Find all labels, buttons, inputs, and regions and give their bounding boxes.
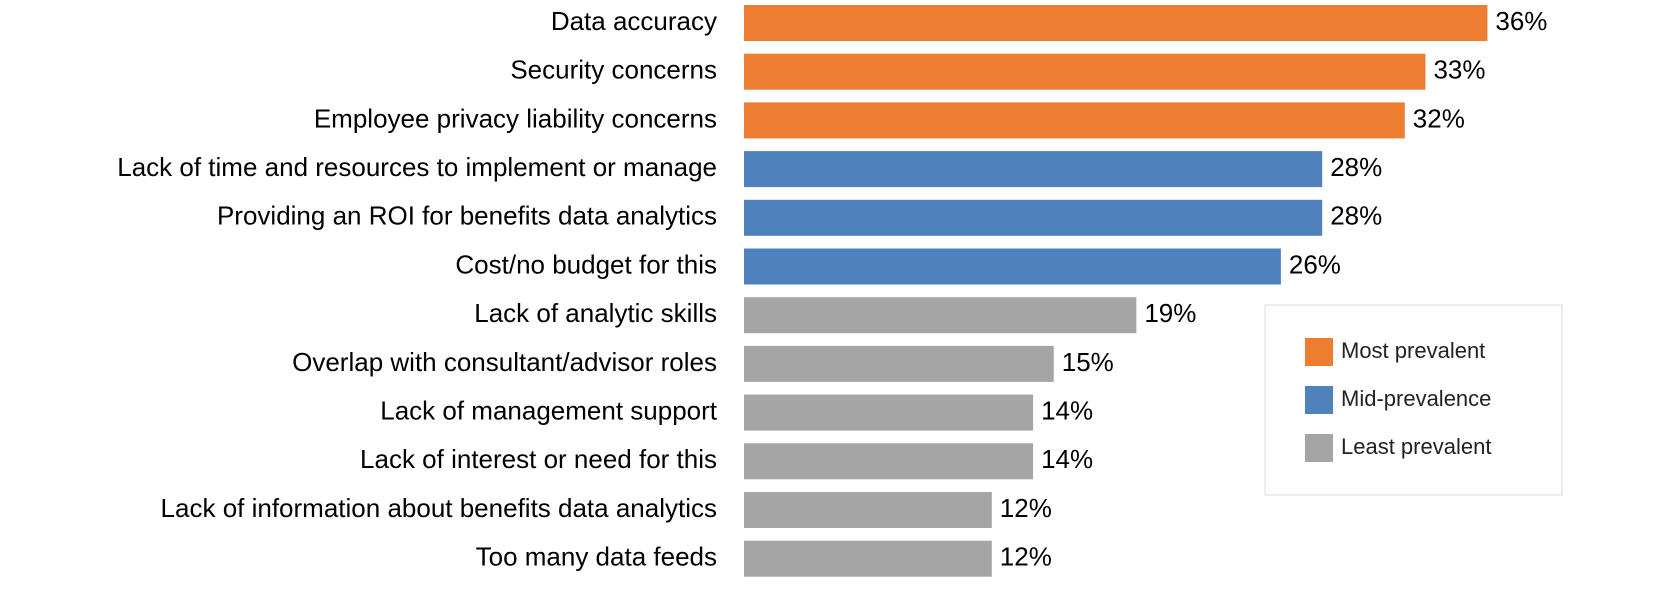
legend-label: Mid-prevalence xyxy=(1341,386,1491,411)
category-label: Security concerns xyxy=(510,55,717,85)
value-label: 36% xyxy=(1495,6,1547,36)
value-label: 15% xyxy=(1062,347,1114,377)
legend-label: Least prevalent xyxy=(1341,434,1491,459)
bar xyxy=(744,102,1405,139)
category-label: Employee privacy liability concerns xyxy=(314,103,717,133)
bar xyxy=(744,345,1054,382)
legend-swatch xyxy=(1305,338,1333,366)
bar xyxy=(744,151,1323,188)
bar xyxy=(744,540,992,577)
bar xyxy=(744,199,1323,236)
bar xyxy=(744,394,1034,431)
category-label: Lack of interest or need for this xyxy=(360,444,717,474)
value-label: 32% xyxy=(1413,103,1465,133)
bar xyxy=(744,5,1488,41)
category-label: Too many data feeds xyxy=(476,542,717,572)
value-label: 28% xyxy=(1330,152,1382,182)
category-label: Data accuracy xyxy=(551,6,717,36)
bar xyxy=(744,297,1137,334)
value-label: 33% xyxy=(1433,55,1485,85)
value-label: 14% xyxy=(1041,395,1093,425)
value-label: 19% xyxy=(1144,298,1196,328)
legend-label: Most prevalent xyxy=(1341,338,1485,363)
category-label: Cost/no budget for this xyxy=(455,249,717,279)
value-label: 14% xyxy=(1041,444,1093,474)
category-label: Lack of analytic skills xyxy=(474,298,717,328)
bar xyxy=(744,53,1426,90)
category-label: Lack of time and resources to implement … xyxy=(117,152,717,182)
category-label: Overlap with consultant/advisor roles xyxy=(292,347,717,377)
bar xyxy=(744,248,1281,285)
bar xyxy=(744,492,992,528)
value-label: 26% xyxy=(1289,249,1341,279)
bar xyxy=(744,443,1034,480)
category-label: Providing an ROI for benefits data analy… xyxy=(217,201,717,231)
category-label: Lack of management support xyxy=(380,395,718,425)
category-label: Lack of information about benefits data … xyxy=(161,493,717,523)
value-label: 28% xyxy=(1330,201,1382,231)
value-label: 12% xyxy=(1000,493,1052,523)
legend-swatch xyxy=(1305,386,1333,414)
legend-swatch xyxy=(1305,434,1333,462)
value-label: 12% xyxy=(1000,542,1052,572)
